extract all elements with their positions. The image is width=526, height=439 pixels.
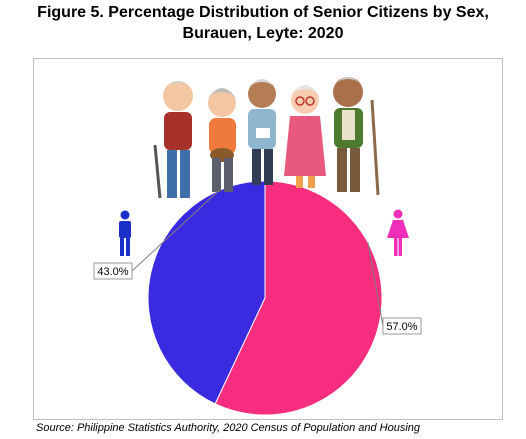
data-label-female: 57.0% <box>382 317 422 335</box>
chart-title-line-2: Burauen, Leyte: 2020 <box>182 25 344 42</box>
data-label-male: 43.0% <box>93 262 133 280</box>
data-label-female-text: 57.0% <box>386 321 417 333</box>
senior-woman-with-basket-icon <box>207 88 237 192</box>
leader-line-female <box>367 242 384 327</box>
female-icon <box>387 209 409 256</box>
chart-title-line-1: Figure 5. Percentage Distribution of Sen… <box>37 4 489 21</box>
data-label-male-text: 43.0% <box>97 266 128 278</box>
senior-man-with-book-icon <box>247 79 277 185</box>
chart-title: Figure 5. Percentage Distribution of Sen… <box>0 2 526 44</box>
senior-man-with-cane-icon <box>153 81 193 199</box>
leader-line-male <box>131 190 220 272</box>
senior-man-with-rod-icon <box>333 77 380 196</box>
source-note: Source: Philippine Statistics Authority,… <box>36 422 421 434</box>
pie-slice-female <box>214 180 383 416</box>
male-icon <box>119 210 131 256</box>
senior-citizens-group-illustration <box>153 77 380 199</box>
senior-woman-with-glasses-icon <box>284 85 326 188</box>
